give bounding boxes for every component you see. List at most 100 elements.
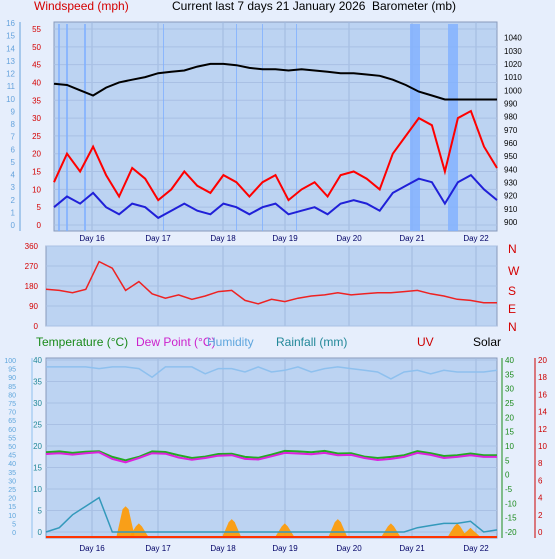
top-header: Windspeed (mph) Current last 7 days 21 J… (34, 0, 456, 13)
day-tick-label: Day 17 (145, 234, 171, 243)
humidity-tick-label: 35 (8, 470, 16, 477)
barometer-tick-label: 1040 (504, 34, 522, 43)
temperature-tick-label: 5 (505, 456, 510, 465)
outer-axis-tick-label: 14 (6, 44, 15, 53)
rainfall-tick-label: 25 (33, 421, 42, 430)
dew-point-series (45, 451, 497, 464)
solar-peak (275, 523, 294, 536)
humidity-tick-label: 80 (8, 392, 16, 399)
day-tick-label: Day 22 (463, 234, 489, 243)
inner-axis-tick-label: 5 (37, 203, 42, 212)
day-tick-label: Day 20 (336, 234, 362, 243)
humidity-tick-label: 50 (8, 444, 16, 451)
barometer-tick-label: 940 (504, 165, 518, 174)
gust-spike (410, 24, 420, 231)
day-tick-label: Day 16 (79, 234, 105, 243)
grid-2 (46, 245, 497, 327)
uv-tick-label: 4 (538, 494, 543, 503)
humidity-tick-label: 15 (8, 504, 16, 511)
solar-peak (129, 523, 148, 536)
temperature-series (45, 449, 497, 462)
uv-tick-label: 12 (538, 425, 547, 434)
temperature-tick-label: -5 (505, 485, 513, 494)
uv-tick-label: 20 (538, 356, 547, 365)
humidity-tick-label: 55 (8, 435, 16, 442)
temperature-tick-label: 20 (505, 413, 514, 422)
barometer-tick-label: 960 (504, 139, 518, 148)
inner-axis-tick-label: 50 (32, 43, 41, 52)
inner-axis-tick-label: 45 (32, 61, 41, 70)
outer-axis-tick-label: 16 (6, 19, 15, 28)
legend-rainfall: Rainfall (mm) (276, 335, 347, 349)
uv-tick-label: 18 (538, 373, 547, 382)
outer-axis-tick-label: 4 (11, 171, 16, 180)
outer-axis-tick-label: 7 (11, 133, 16, 142)
temperature-tick-label: -10 (505, 499, 517, 508)
degree-tick-label: 0 (34, 322, 39, 331)
temperature-axis: -20 -15 -10 -5 0 5 10 15 20 25 30 35 40 (501, 356, 517, 538)
day-tick-label: Day 16 (79, 544, 105, 553)
outer-axis-tick-label: 10 (6, 95, 15, 104)
inner-axis-tick-label: 10 (32, 185, 41, 194)
inner-axis-tick-label: 40 (32, 78, 41, 87)
uv-tick-label: 16 (538, 390, 547, 399)
outer-axis-tick-label: 5 (11, 158, 16, 167)
barometer-tick-label: 900 (504, 218, 518, 227)
outer-axis-tick-label: 13 (6, 57, 15, 66)
humidity-tick-label: 10 (8, 513, 16, 520)
legend-humidity: Humidity (207, 335, 254, 349)
day-tick-label: Day 22 (463, 544, 489, 553)
wind-series (53, 173, 498, 220)
gust-spike (236, 24, 237, 231)
uv-tick-label: 6 (538, 476, 543, 485)
degree-tick-label: 270 (25, 262, 39, 271)
solar-peak (116, 506, 135, 536)
temperature-tick-label: 35 (505, 370, 514, 379)
plot-area-3 (45, 357, 498, 539)
outer-axis-tick-label: 3 (11, 183, 16, 192)
rainfall-tick-label: 10 (33, 485, 42, 494)
barometer-tick-label: 1030 (504, 47, 522, 56)
rainfall-tick-label: 30 (33, 399, 42, 408)
gust-spike (84, 24, 86, 231)
uv-tick-label: 8 (538, 459, 543, 468)
humidity-tick-label: 25 (8, 487, 16, 494)
barometer-tick-label: 910 (504, 205, 518, 214)
day-tick-label: Day 18 (210, 544, 236, 553)
compass-label: S (508, 284, 516, 298)
inner-axis-tick-label: 30 (32, 114, 41, 123)
direction-degree-axis: 0 90 180 270 360 (25, 242, 39, 331)
rainfall-tick-label: 0 (38, 528, 43, 537)
day-tick-label: Day 20 (336, 544, 362, 553)
inner-axis-tick-label: 55 (32, 25, 41, 34)
plot-area-1 (53, 21, 498, 232)
barometer-tick-label: 980 (504, 113, 518, 122)
barometer-tick-label: 990 (504, 99, 518, 108)
compass-label: N (508, 320, 517, 334)
uv-tick-label: 0 (538, 528, 543, 537)
temperature-tick-label: -15 (505, 514, 517, 523)
outer-axis-tick-label: 12 (6, 70, 15, 79)
humidity-tick-label: 0 (12, 530, 16, 537)
gust-spike (58, 24, 60, 231)
chart-title: Current last 7 days 21 January 2026 (172, 0, 366, 13)
day-tick-label: Day 21 (399, 234, 425, 243)
humidity-tick-label: 95 (8, 367, 16, 374)
legend-uv: UV (417, 335, 434, 349)
uv-tick-label: 14 (538, 408, 547, 417)
uv-tick-label: 2 (538, 511, 543, 520)
outer-axis-tick-label: 1 (11, 208, 16, 217)
day-tick-label: Day 19 (272, 544, 298, 553)
humidity-tick-label: 40 (8, 461, 16, 468)
inner-left-axis-1: 0 5 10 15 20 25 30 35 40 45 50 55 (32, 25, 41, 230)
legend-solar: Solar (473, 335, 501, 349)
degree-tick-label: 90 (29, 302, 38, 311)
barometer-tick-label: 920 (504, 192, 518, 201)
humidity-tick-label: 20 (8, 496, 16, 503)
temperature-tick-label: 25 (505, 399, 514, 408)
day-tick-label: Day 17 (145, 544, 171, 553)
temperature-tick-label: 15 (505, 428, 514, 437)
